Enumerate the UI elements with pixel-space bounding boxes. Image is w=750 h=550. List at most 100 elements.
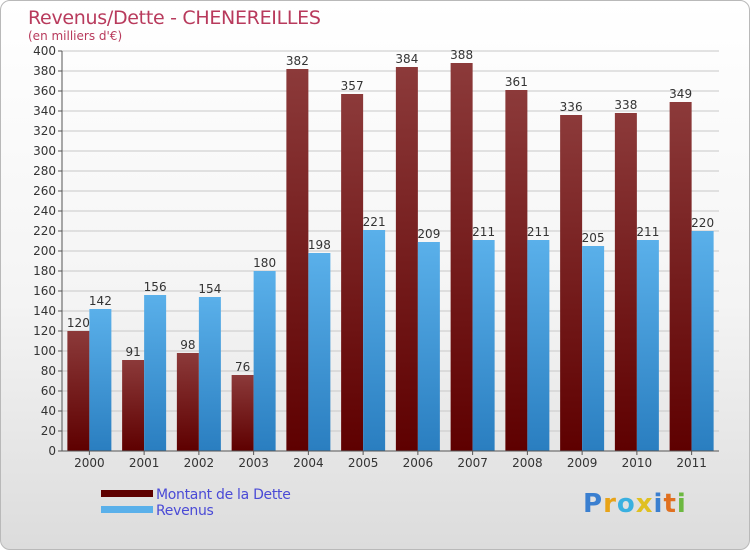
- revenue-bar: [527, 240, 550, 451]
- x-tick-label: 2011: [676, 456, 707, 470]
- revenue-value-label: 156: [144, 280, 167, 294]
- x-tick-label: 2009: [567, 456, 598, 470]
- revenue-value-label: 154: [198, 282, 221, 296]
- proxiti-logo: Proxiti: [583, 489, 687, 519]
- debt-bar: [395, 67, 418, 451]
- debt-value-label: 361: [505, 75, 528, 89]
- revenue-bar: [691, 231, 714, 451]
- debt-bar: [614, 113, 637, 451]
- revenue-bar: [417, 242, 440, 451]
- debt-bar: [450, 63, 473, 451]
- y-tick-label: 100: [33, 344, 56, 358]
- y-tick-label: 220: [33, 224, 56, 238]
- debt-value-label: 76: [235, 360, 250, 374]
- debt-value-label: 382: [286, 54, 309, 68]
- logo-letter: o: [616, 489, 636, 519]
- debt-bar: [341, 94, 364, 451]
- x-tick-label: 2006: [403, 456, 434, 470]
- y-tick-label: 240: [33, 204, 56, 218]
- debt-value-label: 388: [450, 48, 473, 62]
- y-tick-label: 40: [41, 404, 56, 418]
- y-tick-label: 180: [33, 264, 56, 278]
- legend-swatch-debt: [101, 490, 153, 497]
- y-tick-label: 360: [33, 84, 56, 98]
- y-tick-label: 20: [41, 424, 56, 438]
- revenue-bar: [472, 240, 495, 451]
- revenue-value-label: 211: [636, 225, 659, 239]
- x-tick-label: 2010: [622, 456, 653, 470]
- axis-layer: 0 20 40 60 80 100 120 140 160 180 200 220 240 260 280 3…: [33, 44, 719, 470]
- y-tick-label: 400: [33, 44, 56, 58]
- revenue-bar: [582, 246, 605, 451]
- debt-value-label: 349: [669, 87, 692, 101]
- debt-bar: [560, 115, 583, 451]
- y-tick-label: 260: [33, 184, 56, 198]
- y-tick-label: 120: [33, 324, 56, 338]
- debt-bar: [505, 90, 528, 451]
- x-tick-label: 2001: [129, 456, 160, 470]
- logo-letter: P: [583, 489, 604, 519]
- y-tick-label: 320: [33, 124, 56, 138]
- revenue-bar: [89, 309, 112, 451]
- bars-layer: [67, 63, 714, 451]
- logo-letter: t: [663, 489, 677, 519]
- y-tick-label: 80: [41, 364, 56, 378]
- revenue-value-label: 211: [472, 225, 495, 239]
- debt-value-label: 98: [180, 338, 195, 352]
- legend-swatch-revenue: [101, 506, 153, 513]
- y-tick-label: 200: [33, 244, 56, 258]
- logo-letter: i: [653, 489, 664, 519]
- revenue-value-label: 180: [253, 256, 276, 270]
- debt-value-label: 91: [125, 345, 140, 359]
- revenue-value-label: 205: [582, 231, 605, 245]
- legend-label-debt: Montant de la Dette: [156, 487, 291, 503]
- x-tick-label: 2003: [238, 456, 269, 470]
- y-tick-label: 60: [41, 384, 56, 398]
- chart-title: Revenus/Dette - CHENEREILLES: [28, 7, 321, 29]
- revenue-value-label: 209: [417, 227, 440, 241]
- revenue-bar: [198, 297, 221, 451]
- debt-bar: [176, 353, 199, 451]
- y-tick-label: 340: [33, 104, 56, 118]
- x-tick-label: 2007: [457, 456, 488, 470]
- grid-layer: [62, 50, 719, 452]
- x-tick-label: 2002: [184, 456, 215, 470]
- debt-bar: [122, 360, 145, 451]
- x-tick-label: 2000: [74, 456, 105, 470]
- debt-bar: [669, 102, 692, 451]
- x-tick-label: 2005: [348, 456, 379, 470]
- y-tick-label: 140: [33, 304, 56, 318]
- y-tick-label: 280: [33, 164, 56, 178]
- revenue-bar: [636, 240, 659, 451]
- revenue-value-label: 142: [89, 294, 112, 308]
- legend-label-revenue: Revenus: [156, 503, 214, 519]
- debt-value-label: 357: [341, 79, 364, 93]
- labels-layer: 120 142 91 156 98 154 76 180 382 198 357 221 384 209 3…: [67, 48, 714, 374]
- debt-bar: [286, 69, 309, 451]
- logo-letter: x: [635, 489, 654, 519]
- revenue-bar: [308, 253, 331, 451]
- y-tick-label: 0: [48, 444, 56, 458]
- unit-label: (en milliers d'€): [28, 29, 123, 43]
- debt-value-label: 384: [395, 52, 418, 66]
- y-tick-label: 160: [33, 284, 56, 298]
- debt-bar: [231, 375, 254, 451]
- logo-letter: i: [676, 489, 687, 519]
- logo-letter: r: [603, 489, 617, 519]
- revenue-value-label: 198: [308, 238, 331, 252]
- y-tick-label: 300: [33, 144, 56, 158]
- debt-bar: [67, 331, 90, 451]
- revenue-bar: [253, 271, 276, 451]
- revenue-bar: [144, 295, 167, 451]
- revenue-value-label: 220: [691, 216, 714, 230]
- revenue-value-label: 221: [363, 215, 386, 229]
- debt-value-label: 120: [67, 316, 90, 330]
- x-tick-label: 2004: [293, 456, 324, 470]
- revenue-bar: [363, 230, 386, 451]
- y-tick-label: 380: [33, 64, 56, 78]
- x-tick-label: 2008: [512, 456, 543, 470]
- debt-value-label: 336: [560, 100, 583, 114]
- debt-value-label: 338: [614, 98, 637, 112]
